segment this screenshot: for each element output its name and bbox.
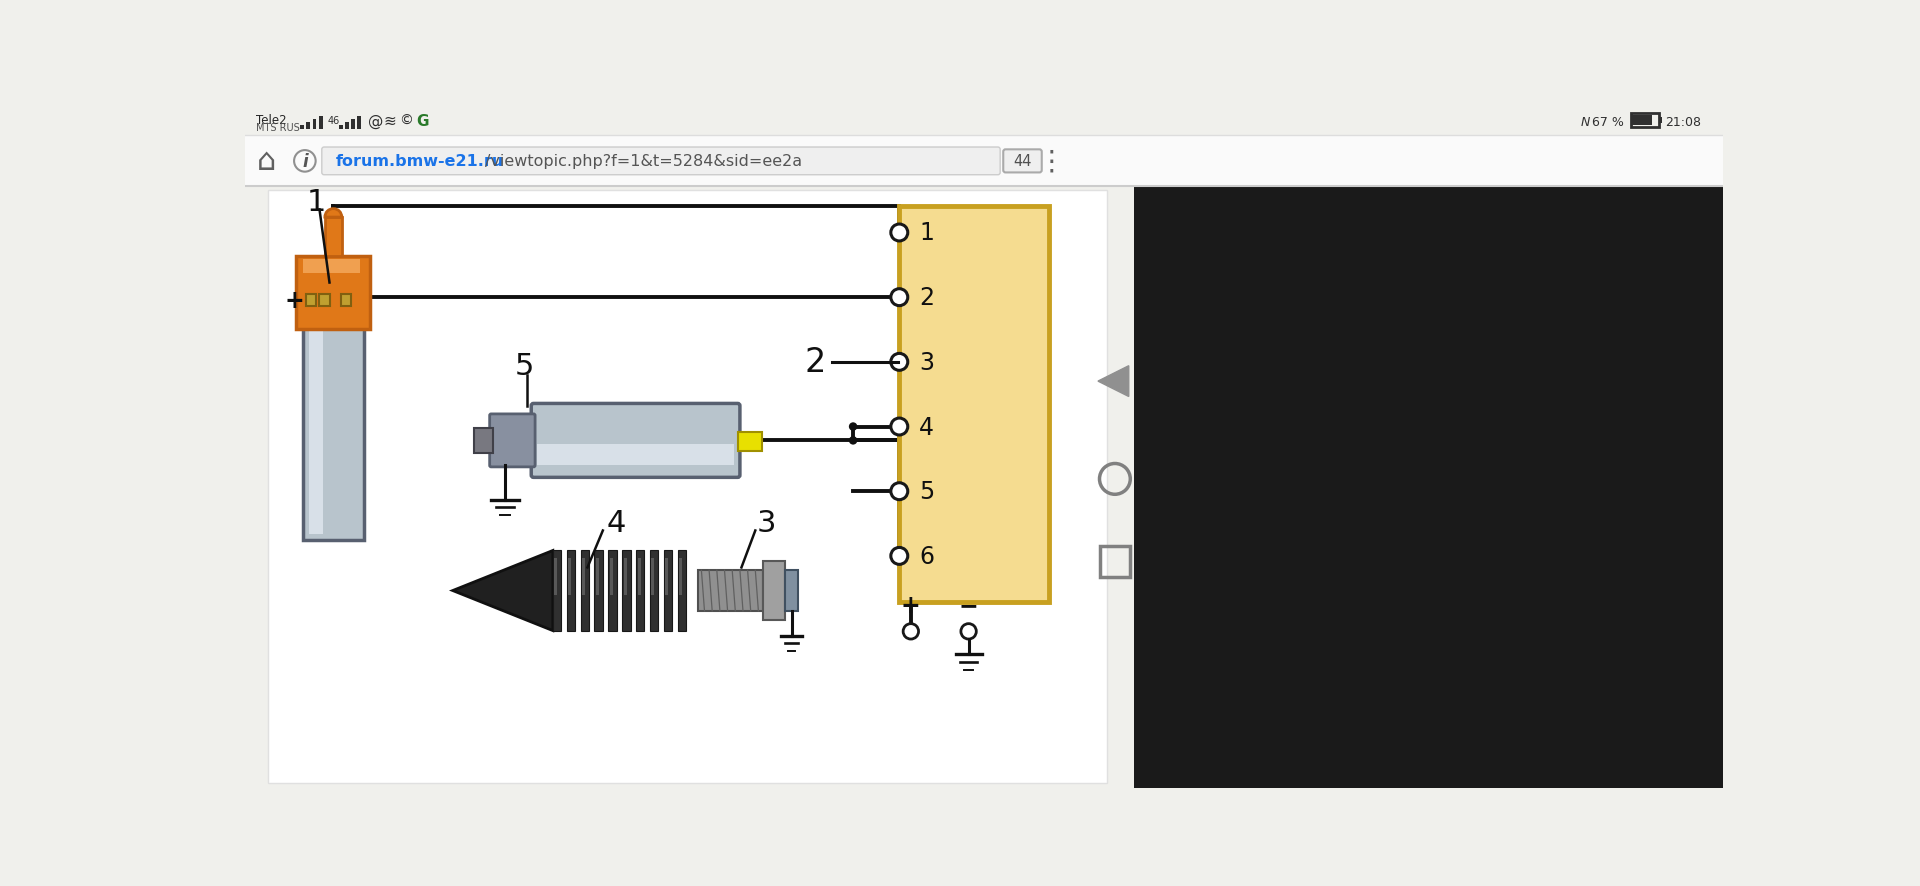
Bar (664, 550, 672, 632)
Text: −: − (958, 594, 979, 618)
Bar (649, 550, 659, 632)
Text: Tele2: Tele2 (257, 114, 286, 127)
Text: ≋: ≋ (384, 113, 396, 128)
Text: forum.bmw-e21.ru: forum.bmw-e21.ru (336, 154, 503, 169)
Bar (346, 123, 349, 129)
Text: 21:08: 21:08 (1665, 115, 1701, 128)
Text: 67 %: 67 % (1592, 115, 1624, 128)
Text: 44: 44 (1014, 154, 1031, 169)
FancyBboxPatch shape (323, 148, 1000, 175)
Bar (899, 206, 1050, 602)
Circle shape (902, 624, 918, 640)
Text: @: @ (369, 113, 384, 128)
Bar (1659, 118, 1661, 124)
Bar (307, 123, 311, 129)
Bar (636, 550, 645, 632)
Bar (1135, 106, 1722, 789)
Circle shape (891, 418, 908, 436)
Bar (309, 331, 323, 535)
Text: MTS RUS: MTS RUS (257, 123, 300, 133)
Bar (595, 550, 603, 632)
Bar (303, 260, 361, 274)
Circle shape (294, 151, 315, 173)
Text: /viewtopic.php?f=1&t=5284&sid=ee2a: /viewtopic.php?f=1&t=5284&sid=ee2a (486, 154, 803, 169)
Bar (300, 127, 303, 129)
Text: 2: 2 (804, 346, 826, 379)
Bar (611, 558, 612, 595)
Bar (324, 218, 342, 256)
Bar (664, 558, 668, 595)
Bar (785, 571, 799, 611)
Bar (1100, 547, 1131, 577)
Text: 1: 1 (307, 188, 326, 217)
Text: 5: 5 (515, 352, 534, 381)
Text: 4: 4 (607, 509, 626, 538)
Bar (269, 190, 1108, 783)
Bar (697, 571, 762, 611)
Text: ©: © (399, 114, 413, 128)
Bar (622, 550, 630, 632)
Text: +: + (284, 289, 303, 313)
Circle shape (891, 354, 908, 371)
Bar (313, 120, 317, 129)
Wedge shape (324, 209, 342, 218)
Text: 46: 46 (328, 116, 340, 126)
Text: 1: 1 (920, 222, 935, 245)
Bar (303, 325, 365, 540)
Circle shape (891, 483, 908, 500)
Bar (678, 550, 685, 632)
Circle shape (891, 290, 908, 307)
Text: N: N (1580, 115, 1590, 128)
Text: G: G (417, 113, 428, 128)
Text: ⌂: ⌂ (257, 147, 276, 176)
FancyBboxPatch shape (532, 404, 739, 478)
Text: 2: 2 (920, 286, 935, 310)
Circle shape (891, 225, 908, 242)
Bar (342, 295, 351, 307)
Bar (595, 558, 599, 595)
Bar (609, 550, 616, 632)
Bar (351, 120, 355, 129)
Bar (296, 256, 371, 330)
Bar (566, 550, 576, 632)
Polygon shape (1098, 366, 1129, 397)
FancyBboxPatch shape (1004, 150, 1043, 174)
Circle shape (960, 624, 975, 640)
Text: 3: 3 (920, 351, 935, 375)
Text: 4: 4 (920, 415, 935, 439)
Bar (319, 295, 330, 307)
Bar (1630, 114, 1659, 128)
Bar (319, 117, 323, 129)
Bar (246, 136, 1722, 187)
Bar (624, 558, 626, 595)
Circle shape (849, 423, 858, 431)
Bar (680, 558, 682, 595)
Text: 3: 3 (756, 509, 776, 538)
Bar (474, 429, 493, 454)
Text: 6: 6 (920, 544, 935, 568)
Bar (553, 550, 561, 632)
Bar (637, 558, 641, 595)
Bar (357, 117, 361, 129)
Circle shape (849, 437, 858, 445)
Bar (568, 558, 572, 595)
Bar (538, 445, 733, 465)
Bar (762, 562, 785, 620)
Bar (582, 558, 586, 595)
Circle shape (891, 548, 908, 564)
Polygon shape (453, 551, 553, 631)
Bar (338, 127, 342, 129)
Bar (737, 432, 762, 452)
Text: 5: 5 (920, 479, 935, 503)
Text: +: + (900, 594, 922, 618)
FancyBboxPatch shape (490, 415, 536, 467)
Text: ⋮: ⋮ (1039, 148, 1066, 175)
Bar (651, 558, 655, 595)
Bar (1632, 115, 1653, 127)
Bar (580, 550, 589, 632)
Text: i: i (301, 152, 307, 171)
Bar (555, 558, 557, 595)
Bar (305, 295, 315, 307)
Bar (246, 106, 1722, 136)
